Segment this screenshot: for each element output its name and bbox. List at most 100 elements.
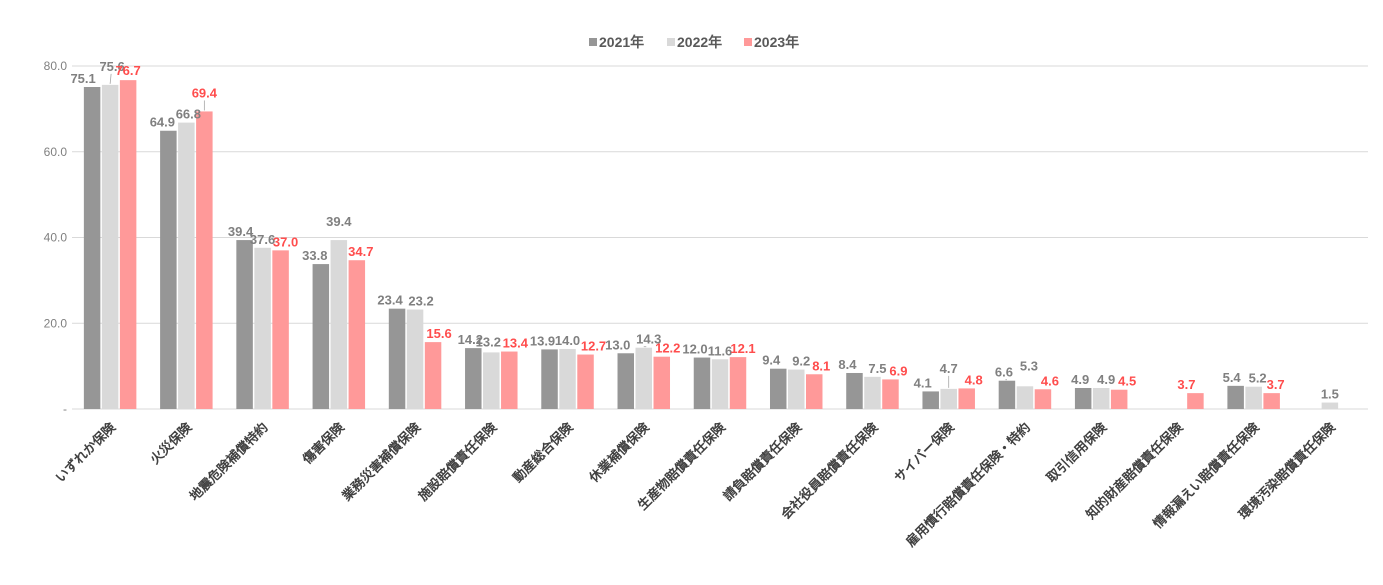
data-label: 4.9 xyxy=(1071,372,1089,387)
y-tick-label: - xyxy=(63,402,67,416)
x-tick-label: 動産総合保険 xyxy=(510,419,577,486)
data-label: 39.4 xyxy=(326,214,352,229)
data-label: 3.7 xyxy=(1177,377,1195,392)
bar-1-3 xyxy=(312,264,330,409)
bar-3-11 xyxy=(958,388,975,409)
bar-2-5 xyxy=(483,352,500,409)
bar-1-10 xyxy=(846,372,863,409)
legend-label: 2021年 xyxy=(599,34,644,50)
data-label: 75.1 xyxy=(70,71,95,86)
bar-3-8 xyxy=(729,357,747,409)
bar-2-12 xyxy=(1016,386,1034,409)
x-tick-label: 傷害保険 xyxy=(299,419,348,468)
data-label: 8.1 xyxy=(812,358,830,373)
bars xyxy=(83,80,1339,410)
data-label: 4.1 xyxy=(914,375,932,390)
bar-3-10 xyxy=(882,379,899,409)
data-label: 13.2 xyxy=(476,334,501,349)
bar-1-8 xyxy=(693,357,711,409)
data-label: 37.6 xyxy=(250,232,275,247)
data-label: 9.2 xyxy=(792,354,810,369)
data-label: 4.8 xyxy=(965,372,983,387)
data-label: 1.5 xyxy=(1321,387,1339,402)
data-label: 14.3 xyxy=(636,332,661,347)
bar-2-1 xyxy=(178,122,195,409)
data-label: 12.0 xyxy=(682,342,707,357)
data-label: 5.2 xyxy=(1249,371,1267,386)
data-label: 75.6 xyxy=(99,59,124,74)
data-label: 5.3 xyxy=(1020,358,1038,373)
data-label: 4.5 xyxy=(1118,374,1136,389)
bar-1-9 xyxy=(769,368,787,409)
x-tick-label: いずれか保険 xyxy=(52,419,119,486)
x-tick-label: 請負賠償責任保険 xyxy=(720,419,806,505)
y-tick-label: 40.0 xyxy=(44,231,68,245)
data-label: 15.6 xyxy=(426,326,451,341)
bar-2-10 xyxy=(864,376,881,409)
data-labels: 75.175.676.764.966.869.439.437.637.033.8… xyxy=(70,59,1338,402)
x-tick-label: 業務災害補償保険 xyxy=(338,419,424,505)
bar-1-13 xyxy=(1074,387,1092,409)
x-tick-label: 休業補償保険 xyxy=(585,419,653,487)
bar-2-15 xyxy=(1245,386,1262,409)
data-label: 6.6 xyxy=(995,365,1013,380)
bar-2-0 xyxy=(101,84,119,410)
data-label: 33.8 xyxy=(302,248,327,263)
data-label: 9.4 xyxy=(762,353,781,368)
bar-2-2 xyxy=(254,247,271,409)
data-label: 3.7 xyxy=(1267,377,1285,392)
bar-3-14 xyxy=(1187,393,1204,409)
data-label: 23.4 xyxy=(377,293,403,308)
bar-3-1 xyxy=(196,111,213,409)
bar-3-9 xyxy=(805,374,823,409)
bar-1-4 xyxy=(388,308,406,409)
x-tick-label: 火災保険 xyxy=(147,419,196,468)
y-tick-label: 80.0 xyxy=(44,59,68,73)
data-label: 12.1 xyxy=(730,341,755,356)
bar-3-13 xyxy=(1110,389,1128,409)
data-label: 7.5 xyxy=(868,361,886,376)
bar-1-6 xyxy=(541,349,558,409)
data-label: 6.9 xyxy=(889,363,907,378)
bar-2-3 xyxy=(330,240,348,409)
data-label: 23.2 xyxy=(408,294,433,309)
data-label: 39.4 xyxy=(228,224,254,239)
data-label: 37.0 xyxy=(273,234,298,249)
bar-1-11 xyxy=(922,391,939,409)
bar-3-2 xyxy=(272,250,289,409)
data-label: 13.4 xyxy=(503,336,529,351)
x-tick-label: 雇用慣行賠償責任保険・特約 xyxy=(903,420,1034,551)
legend: 2021年 2022年 2023年 xyxy=(589,34,799,50)
data-label: 14.0 xyxy=(555,333,580,348)
data-label: 12.2 xyxy=(655,341,680,356)
data-label: 69.4 xyxy=(192,85,218,100)
bar-1-0 xyxy=(83,87,101,409)
bar-2-13 xyxy=(1092,387,1110,409)
bar-2-6 xyxy=(559,348,576,409)
data-label: 4.7 xyxy=(940,361,958,376)
data-label: 66.8 xyxy=(176,107,201,122)
bar-1-15 xyxy=(1227,385,1244,409)
x-tick-label: 取引信用保険 xyxy=(1044,419,1111,486)
bar-3-6 xyxy=(577,354,594,409)
data-label: 11.6 xyxy=(708,343,733,358)
data-label: 5.4 xyxy=(1223,370,1242,385)
data-label: 8.4 xyxy=(838,357,857,372)
label-leader-line xyxy=(109,73,112,84)
bar-2-7 xyxy=(635,347,653,409)
bar-3-7 xyxy=(653,356,671,409)
bar-1-7 xyxy=(617,353,635,409)
legend-swatch xyxy=(589,38,597,46)
legend-swatch xyxy=(667,38,675,46)
bar-3-5 xyxy=(501,351,518,409)
bar-2-4 xyxy=(406,309,424,409)
bar-3-3 xyxy=(348,260,366,409)
bar-3-0 xyxy=(119,80,137,410)
legend-label: 2023年 xyxy=(754,34,799,50)
bar-2-16 xyxy=(1321,402,1339,409)
legend-label: 2022年 xyxy=(677,34,722,50)
data-label: 34.7 xyxy=(348,244,373,259)
x-tick-label: 施設賠償責任保険 xyxy=(415,419,501,505)
data-label: 14.2 xyxy=(458,332,483,347)
